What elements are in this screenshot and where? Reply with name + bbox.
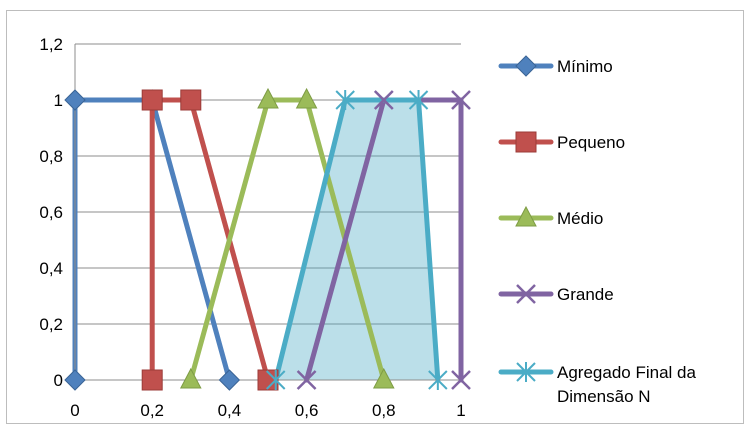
series-4-area (275, 100, 438, 380)
legend-item: Agregado Final da Dimensão N (498, 362, 696, 406)
series-4-line (273, 97, 441, 383)
legend-label: Agregado Final da Dimensão N (557, 363, 696, 406)
x-tick-label: 0,6 (295, 401, 319, 420)
legend-label-line: Agregado Final da (557, 363, 696, 382)
legend-item: Pequeno (498, 131, 625, 153)
chart-frame: 0 0,2 0,4 0,6 0,8 1 1,2 0 0,2 0,4 0,6 0,8 1 Mínimo Pe… (6, 10, 744, 424)
legend-marker (516, 284, 536, 304)
series-3-point (296, 370, 317, 390)
series-3-point (373, 90, 394, 110)
legend-marker (515, 131, 537, 153)
legend-marker (515, 205, 537, 227)
series-4-point (428, 370, 448, 390)
series-4-point (266, 370, 286, 390)
series-3-point (451, 90, 471, 110)
y-tick-label: 1 (54, 91, 63, 110)
series-markers (64, 87, 471, 391)
series-2-point (257, 87, 279, 109)
series-1-point (180, 89, 202, 111)
series-1-line (149, 97, 271, 383)
y-tick-label: 0,2 (39, 315, 63, 334)
series-4-point (335, 90, 355, 110)
y-tick-label: 0,8 (39, 147, 63, 166)
series-1-point (141, 89, 163, 111)
legend-item: Grande (498, 284, 614, 304)
legend-label: Pequeno (557, 133, 625, 152)
x-tick-label: 0,8 (372, 401, 396, 420)
y-tick-label: 0,6 (39, 203, 63, 222)
y-tick-label: 0 (54, 371, 63, 390)
x-tick-label: 0 (70, 401, 79, 420)
y-tick-label: 1,2 (39, 35, 63, 54)
legend-label: Médio (557, 209, 603, 228)
legend-item: Médio (498, 205, 603, 228)
series-2-point (295, 87, 318, 109)
series-2-point (179, 367, 202, 389)
tick-labels: 0 0,2 0,4 0,6 0,8 1 1,2 0 0,2 0,4 0,6 0,8 1 (39, 35, 465, 420)
series-fills (275, 100, 438, 380)
x-tick-label: 1 (456, 401, 465, 420)
x-tick-label: 0,2 (140, 401, 164, 420)
legend-marker (516, 362, 536, 382)
series-4-point (408, 90, 429, 110)
legend-marker (515, 55, 537, 77)
series-0-point (64, 89, 86, 111)
series-3-point (451, 370, 471, 390)
series-2-point (372, 367, 395, 389)
legend-label: Mínimo (557, 57, 613, 76)
legend-label-line: Dimensão N (557, 387, 651, 406)
series-1-point (257, 369, 279, 391)
series-3-line (304, 97, 464, 383)
x-tick-label: 0,4 (218, 401, 242, 420)
chart-svg: 0 0,2 0,4 0,6 0,8 1 1,2 0 0,2 0,4 0,6 0,8 1 Mínimo Pe… (39, 35, 696, 420)
series-0-point (64, 369, 86, 391)
y-tick-label: 0,4 (39, 259, 63, 278)
series-0-point (218, 369, 241, 391)
series-1-point (141, 369, 163, 391)
legend: Mínimo Pequeno Médio Grande Agregado Final d… (498, 55, 696, 406)
legend-label: Grande (557, 285, 614, 304)
legend-item: Mínimo (498, 55, 613, 77)
